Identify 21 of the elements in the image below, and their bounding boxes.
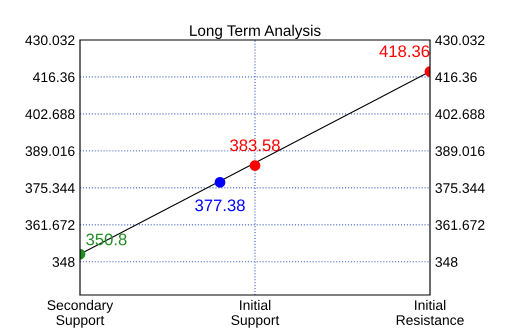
- y-tick-label: 416.36: [32, 72, 75, 82]
- y2-tick-label: 416.36: [435, 72, 477, 82]
- data-label: 377.38: [195, 199, 245, 212]
- y2-tick-label: 430.032: [435, 35, 484, 46]
- y2-tick-label: 402.688: [435, 109, 484, 120]
- y-tick-label: 430.032: [25, 35, 74, 46]
- y-tick-label: 348: [52, 257, 75, 267]
- y-tick-label: 361.672: [25, 220, 74, 230]
- data-label: 418.36: [379, 45, 430, 58]
- chart-title: Long Term Analysis: [190, 24, 321, 40]
- y2-tick-label: 348: [435, 257, 458, 267]
- y2-tick-label: 375.344: [435, 183, 485, 194]
- y-tick-label: 375.344: [25, 183, 75, 194]
- y-tick-label: 389.016: [25, 146, 75, 156]
- y2-tick-label: 361.672: [435, 220, 484, 230]
- data-label: 383.58: [230, 139, 280, 152]
- x-tick-label: Secondary Support: [47, 300, 114, 328]
- x-tick-label: Initial Resistance: [396, 300, 464, 326]
- y2-tick-label: 389.016: [435, 146, 484, 156]
- x-tick-label: Initial Support: [231, 300, 280, 328]
- y-tick-label: 402.688: [25, 109, 75, 120]
